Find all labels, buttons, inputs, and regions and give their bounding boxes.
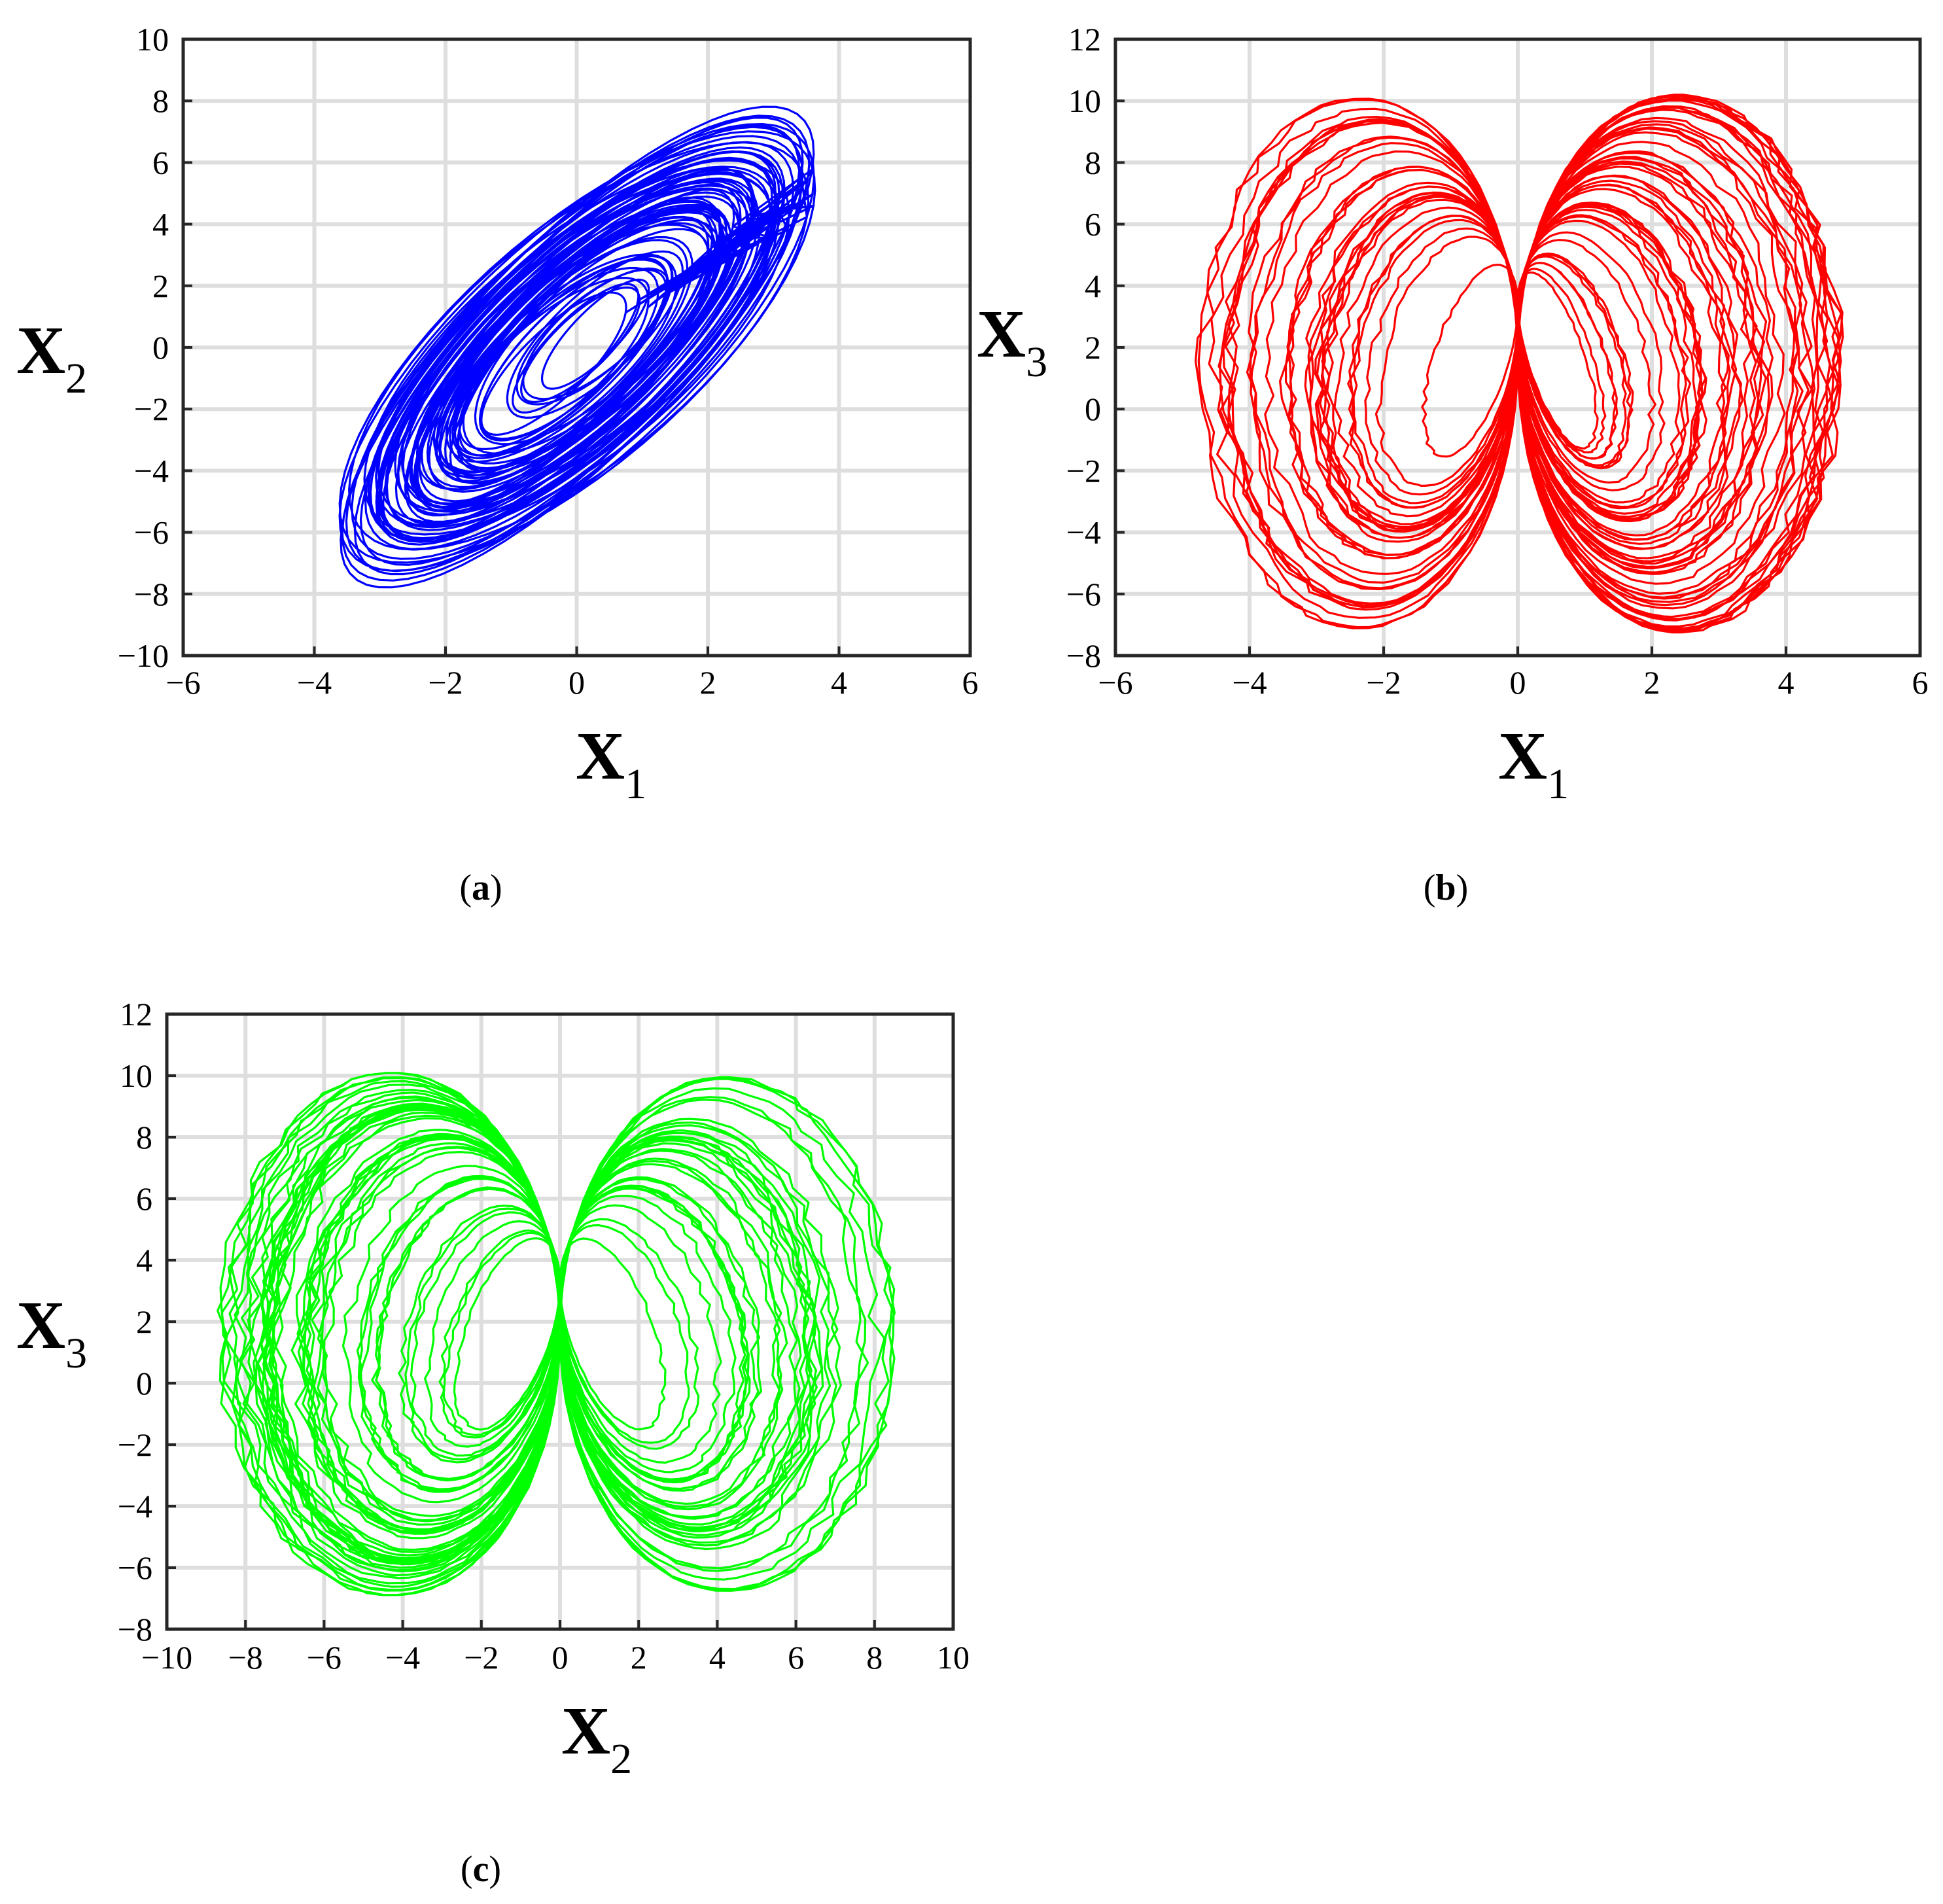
y-tick-label: 4 — [152, 206, 169, 243]
x-tick-label: 6 — [1912, 664, 1929, 701]
y-tick-label: −8 — [1066, 637, 1101, 674]
x-axis-label: X1 — [1498, 718, 1569, 808]
x-tick-label: 4 — [1778, 664, 1794, 701]
x-tick-label: −6 — [307, 1639, 341, 1676]
y-axis-label: X3 — [977, 296, 1047, 386]
x-tick-label: 6 — [962, 664, 979, 701]
x-tick-label: −4 — [297, 664, 332, 701]
x-tick-label: −2 — [464, 1639, 499, 1676]
x-tick-label: 0 — [1510, 664, 1526, 701]
x-tick-label: −6 — [1098, 664, 1132, 701]
x-tick-label: −2 — [428, 664, 463, 701]
y-tick-label: −2 — [134, 391, 169, 427]
x-axis-label: X2 — [561, 1693, 632, 1783]
y-tick-label: 0 — [152, 329, 169, 366]
y-tick-label: −2 — [118, 1426, 152, 1463]
y-tick-label: 4 — [136, 1242, 152, 1278]
y-tick-label: 2 — [1085, 329, 1101, 366]
y-tick-label: 8 — [152, 82, 169, 119]
y-tick-label: 4 — [1085, 268, 1101, 304]
y-tick-label: 6 — [152, 144, 169, 181]
y-tick-label: 10 — [120, 1057, 152, 1094]
y-axis-label: X3 — [16, 1288, 87, 1377]
attractor-trajectory — [1195, 94, 1844, 634]
x-tick-label: 0 — [569, 664, 585, 701]
x-tick-label: −4 — [1232, 664, 1267, 701]
y-tick-label: −8 — [134, 576, 169, 612]
x-tick-label: −10 — [141, 1639, 192, 1676]
x-tick-label: 2 — [631, 1639, 647, 1676]
y-tick-label: 0 — [136, 1365, 152, 1402]
y-tick-label: 8 — [136, 1119, 152, 1155]
y-tick-label: 8 — [1085, 144, 1101, 181]
y-tick-label: −6 — [118, 1549, 152, 1586]
y-tick-label: 10 — [136, 21, 169, 58]
x-tick-label: 4 — [831, 664, 847, 701]
x-tick-label: 2 — [1644, 664, 1660, 701]
y-tick-label: 2 — [152, 268, 169, 304]
attractor-trajectory — [217, 1072, 896, 1596]
x-tick-label: 2 — [700, 664, 716, 701]
x-tick-label: −4 — [385, 1639, 420, 1676]
y-tick-label: 12 — [1068, 21, 1101, 58]
y-tick-label: −4 — [134, 452, 169, 489]
y-tick-label: 2 — [136, 1303, 152, 1340]
y-tick-label: −10 — [118, 637, 169, 674]
x-tick-label: 4 — [709, 1639, 726, 1676]
y-tick-label: 10 — [1068, 82, 1101, 119]
panel-caption: (a) — [459, 868, 502, 908]
panel-caption: (b) — [1424, 868, 1468, 908]
y-tick-label: 12 — [120, 996, 152, 1032]
y-tick-label: −4 — [1066, 514, 1101, 551]
y-tick-label: 6 — [1085, 206, 1101, 243]
y-tick-label: −2 — [1066, 452, 1101, 489]
panel-x1-x2-phase-portrait: −6 −4 −2 0 2 4 6 −10 −8 −6 −4 −2 0 2 4 6 8 10 X1 X2 (a) — [16, 21, 979, 908]
attractor-trajectory — [338, 105, 816, 589]
x-tick-label: 10 — [937, 1639, 970, 1676]
y-tick-label: −8 — [118, 1611, 152, 1648]
y-tick-label: −6 — [134, 514, 169, 551]
y-axis-label: X2 — [16, 313, 87, 402]
y-tick-label: −6 — [1066, 576, 1101, 612]
x-axis-label: X1 — [576, 718, 646, 808]
x-tick-label: −2 — [1366, 664, 1401, 701]
x-tick-label: 8 — [866, 1639, 883, 1676]
y-tick-label: 0 — [1085, 391, 1101, 427]
panel-x2-x3-phase-portrait: −10 −8 −6 −4 −2 0 2 4 6 8 10−8−6−4−2024681012X2X3(… — [16, 996, 970, 1890]
y-tick-label: −4 — [118, 1488, 152, 1525]
x-tick-label: 0 — [552, 1639, 569, 1676]
x-tick-label: 6 — [788, 1639, 804, 1676]
x-tick-label: −8 — [228, 1639, 263, 1676]
y-tick-label: 6 — [136, 1180, 152, 1217]
panel-caption: (c) — [461, 1849, 501, 1890]
x-tick-label: −6 — [166, 664, 200, 701]
